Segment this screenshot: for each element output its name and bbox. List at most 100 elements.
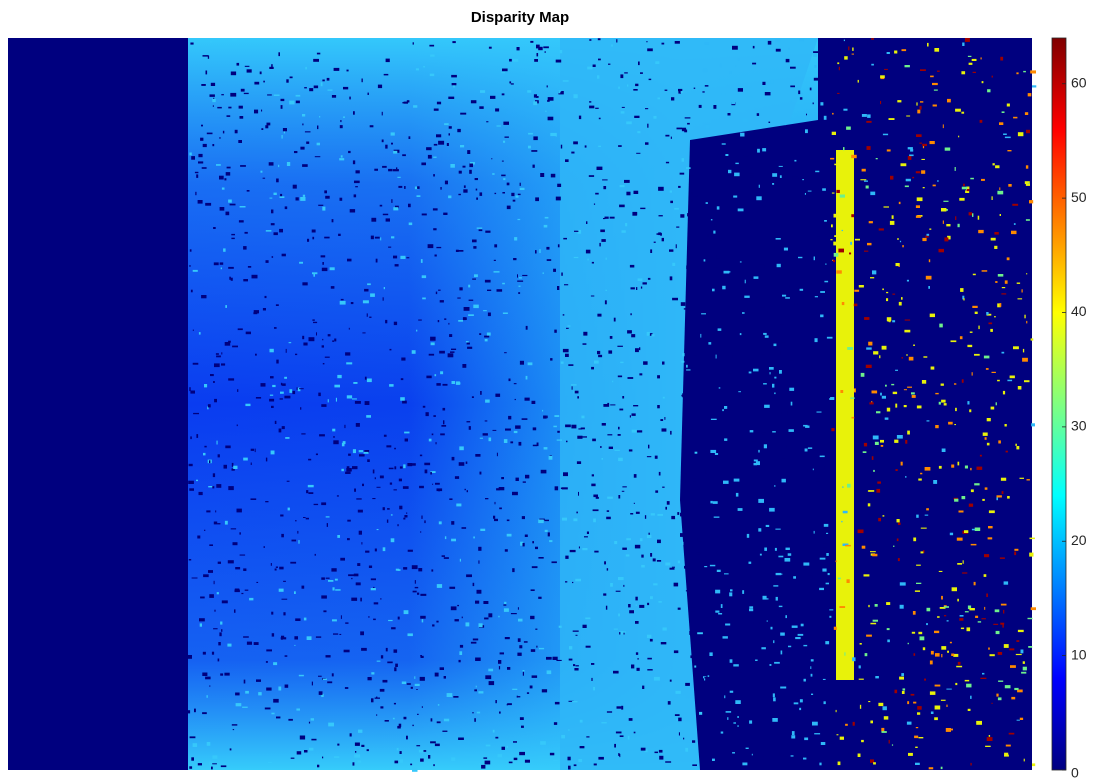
- image-speckle: [522, 542, 525, 547]
- image-speckle: [798, 90, 801, 95]
- image-speckle: [286, 480, 290, 482]
- image-speckle: [601, 458, 603, 460]
- image-speckle: [606, 711, 613, 713]
- image-speckle: [919, 142, 922, 144]
- image-speckle: [479, 437, 483, 439]
- image-speckle: [475, 657, 481, 661]
- image-speckle: [922, 187, 925, 189]
- image-speckle: [872, 270, 877, 275]
- image-speckle: [700, 333, 702, 338]
- image-speckle: [839, 606, 846, 608]
- image-speckle: [656, 233, 662, 235]
- image-speckle: [443, 212, 448, 215]
- image-speckle: [347, 538, 350, 541]
- image-speckle: [665, 506, 667, 510]
- image-speckle: [302, 194, 306, 197]
- image-speckle: [811, 364, 814, 368]
- image-speckle: [886, 602, 891, 605]
- image-speckle: [799, 240, 802, 244]
- image-speckle: [990, 237, 996, 241]
- image-speckle: [546, 670, 552, 675]
- image-speckle: [1021, 671, 1027, 674]
- image-speckle: [202, 651, 206, 655]
- image-speckle: [833, 241, 838, 246]
- image-speckle: [325, 195, 330, 199]
- image-speckle: [929, 141, 935, 145]
- image-speckle: [691, 191, 693, 195]
- image-speckle: [650, 553, 653, 557]
- image-speckle: [787, 553, 792, 556]
- image-speckle: [915, 727, 919, 729]
- image-speckle: [608, 350, 613, 354]
- image-speckle: [245, 690, 249, 694]
- image-speckle: [619, 408, 624, 411]
- image-speckle: [574, 230, 579, 232]
- image-speckle: [287, 507, 290, 511]
- image-speckle: [383, 287, 385, 290]
- image-speckle: [686, 167, 691, 169]
- image-speckle: [451, 538, 456, 542]
- image-speckle: [967, 55, 972, 57]
- image-speckle: [696, 381, 700, 386]
- image-speckle: [430, 471, 436, 473]
- image-speckle: [633, 405, 639, 407]
- image-speckle: [247, 266, 252, 268]
- image-speckle: [814, 65, 817, 68]
- image-speckle: [605, 257, 607, 260]
- image-speckle: [692, 194, 698, 197]
- image-speckle: [970, 762, 972, 766]
- image-speckle: [884, 68, 888, 70]
- image-speckle: [428, 438, 432, 442]
- image-speckle: [275, 304, 279, 306]
- image-speckle: [573, 141, 578, 145]
- image-speckle: [501, 160, 504, 162]
- image-speckle: [538, 519, 544, 524]
- image-speckle: [978, 325, 980, 330]
- image-speckle: [974, 353, 980, 356]
- image-speckle: [349, 96, 351, 100]
- image-speckle: [341, 442, 345, 447]
- image-speckle: [925, 275, 932, 280]
- image-speckle: [261, 109, 263, 112]
- image-speckle: [813, 256, 815, 261]
- image-speckle: [673, 582, 679, 587]
- image-speckle: [870, 277, 875, 279]
- image-speckle: [471, 396, 474, 398]
- image-speckle: [1017, 629, 1024, 633]
- image-speckle: [836, 189, 840, 193]
- image-speckle: [834, 163, 838, 166]
- image-speckle: [1027, 617, 1033, 620]
- image-speckle: [289, 100, 295, 105]
- image-speckle: [677, 512, 680, 515]
- image-speckle: [943, 200, 949, 202]
- image-speckle: [209, 594, 214, 598]
- image-speckle: [327, 399, 329, 403]
- image-speckle: [474, 718, 476, 722]
- image-speckle: [949, 532, 954, 536]
- image-speckle: [626, 191, 631, 196]
- image-speckle: [459, 287, 463, 291]
- image-speckle: [780, 573, 783, 575]
- image-speckle: [986, 418, 991, 422]
- image-speckle: [429, 73, 435, 77]
- image-speckle: [768, 211, 771, 214]
- image-speckle: [791, 731, 795, 736]
- image-speckle: [692, 764, 697, 766]
- image-speckle: [866, 146, 871, 150]
- image-speckle: [588, 175, 595, 177]
- image-speckle: [483, 757, 488, 759]
- image-speckle: [1025, 219, 1030, 221]
- image-speckle: [253, 642, 259, 645]
- image-speckle: [321, 404, 327, 407]
- image-speckle: [232, 39, 238, 41]
- image-speckle: [550, 358, 553, 361]
- image-speckle: [458, 737, 464, 740]
- image-speckle: [1003, 609, 1005, 614]
- image-speckle: [653, 115, 657, 119]
- image-speckle: [444, 318, 447, 320]
- image-speckle: [239, 116, 244, 119]
- image-speckle: [815, 170, 820, 173]
- image-speckle: [270, 376, 274, 379]
- image-speckle: [988, 647, 990, 650]
- image-speckle: [847, 483, 851, 488]
